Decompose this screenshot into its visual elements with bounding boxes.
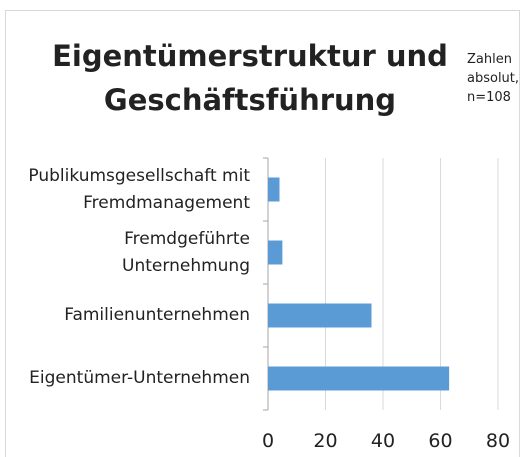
y-tick-label: Publikumsgesellschaft mit Fremdmanagemen… [28, 165, 250, 213]
bar [268, 366, 450, 391]
bar [268, 303, 372, 328]
x-tick-label: 40 [371, 430, 395, 452]
bar [268, 177, 280, 202]
y-tick-label: Fremdgeführte Unternehmung [122, 228, 250, 276]
bar [268, 240, 283, 265]
x-tick-label: 60 [428, 430, 452, 452]
x-tick-label: 80 [486, 430, 510, 452]
frame [5, 10, 520, 457]
chart-title: Eigentümerstruktur und Geschäftsführung [52, 39, 448, 117]
y-tick-label: Eigentümer-Unternehmen [29, 368, 250, 388]
y-tick-label: Familienunternehmen [64, 305, 250, 325]
annotation: Zahlen absolut, n=108 [467, 52, 520, 105]
x-tick-label: 20 [313, 430, 337, 452]
x-tick-label: 0 [262, 430, 274, 452]
